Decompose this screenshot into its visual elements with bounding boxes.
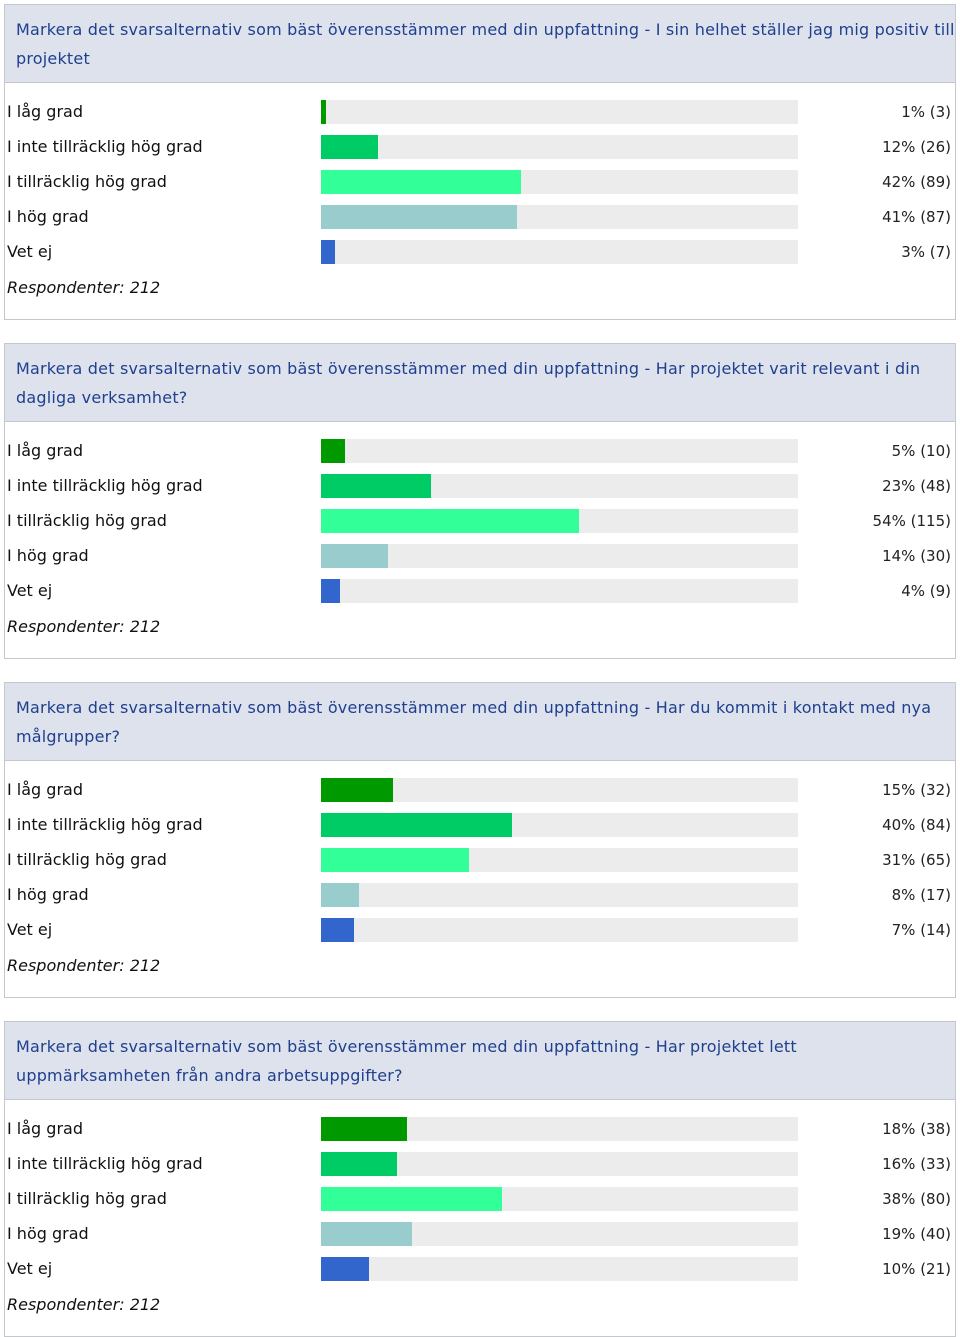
bar-track	[321, 135, 798, 159]
bar-track	[321, 813, 798, 837]
question-panel: Markera det svarsalternativ som bäst öve…	[4, 4, 956, 320]
question-title: Markera det svarsalternativ som bäst öve…	[16, 698, 932, 746]
respondents: Respondenter: 212	[7, 278, 161, 297]
category-label: I hög grad	[7, 546, 89, 565]
bar	[321, 1117, 407, 1141]
bar-track	[321, 170, 798, 194]
respondents: Respondenter: 212	[7, 956, 161, 975]
bar	[321, 439, 345, 463]
value-label: 14% (30)	[882, 547, 951, 565]
category-label: I tillräcklig hög grad	[7, 1189, 167, 1208]
bar-track	[321, 579, 798, 603]
bar-track	[321, 1152, 798, 1176]
bar-track	[321, 918, 798, 942]
category-label: Vet ej	[7, 1259, 53, 1278]
category-label: I inte tillräcklig hög grad	[7, 137, 203, 156]
value-label: 54% (115)	[872, 512, 951, 530]
value-label: 7% (14)	[891, 921, 951, 939]
question-header: Markera det svarsalternativ som bäst öve…	[5, 5, 955, 83]
category-label: Vet ej	[7, 242, 53, 261]
question-title: Markera det svarsalternativ som bäst öve…	[16, 359, 921, 407]
bar-track	[321, 205, 798, 229]
bar	[321, 1152, 398, 1176]
bar	[321, 579, 341, 603]
category-label: I låg grad	[7, 102, 83, 121]
category-label: I inte tillräcklig hög grad	[7, 815, 203, 834]
category-label: I låg grad	[7, 441, 83, 460]
category-label: I inte tillräcklig hög grad	[7, 476, 203, 495]
bar-track	[321, 439, 798, 463]
value-label: 12% (26)	[882, 138, 951, 156]
category-label: Vet ej	[7, 920, 53, 939]
value-label: 5% (10)	[891, 442, 951, 460]
bar-track	[321, 778, 798, 802]
value-label: 4% (9)	[901, 582, 951, 600]
question-panel: Markera det svarsalternativ som bäst öve…	[4, 343, 956, 659]
category-label: I hög grad	[7, 885, 89, 904]
category-label: I tillräcklig hög grad	[7, 511, 167, 530]
bar-track	[321, 1222, 798, 1246]
question-panel: Markera det svarsalternativ som bäst öve…	[4, 1021, 956, 1337]
bar	[321, 1222, 412, 1246]
category-label: I låg grad	[7, 1119, 83, 1138]
respondents: Respondenter: 212	[7, 1295, 161, 1314]
category-label: I tillräcklig hög grad	[7, 850, 167, 869]
question-header: Markera det svarsalternativ som bäst öve…	[5, 1022, 955, 1100]
question-panel: Markera det svarsalternativ som bäst öve…	[4, 682, 956, 998]
bar-track	[321, 544, 798, 568]
bar-track	[321, 1187, 798, 1211]
value-label: 8% (17)	[891, 886, 951, 904]
bar-track	[321, 474, 798, 498]
category-label: I inte tillräcklig hög grad	[7, 1154, 203, 1173]
value-label: 31% (65)	[882, 851, 951, 869]
category-label: Vet ej	[7, 581, 53, 600]
bar	[321, 848, 469, 872]
bar	[321, 474, 431, 498]
bar	[321, 135, 379, 159]
value-label: 40% (84)	[882, 816, 951, 834]
category-label: I tillräcklig hög grad	[7, 172, 167, 191]
bar-track	[321, 509, 798, 533]
value-label: 38% (80)	[882, 1190, 951, 1208]
bar	[321, 240, 336, 264]
bar-track	[321, 1117, 798, 1141]
question-title: Markera det svarsalternativ som bäst öve…	[16, 20, 955, 68]
bar	[321, 813, 512, 837]
value-label: 16% (33)	[882, 1155, 951, 1173]
respondents: Respondenter: 212	[7, 617, 161, 636]
value-label: 23% (48)	[882, 477, 951, 495]
bar	[321, 205, 517, 229]
bar	[321, 170, 522, 194]
value-label: 41% (87)	[882, 208, 951, 226]
bar	[321, 1187, 503, 1211]
question-header: Markera det svarsalternativ som bäst öve…	[5, 344, 955, 422]
value-label: 3% (7)	[901, 243, 951, 261]
question-header: Markera det svarsalternativ som bäst öve…	[5, 683, 955, 761]
bar	[321, 509, 579, 533]
bar-track	[321, 883, 798, 907]
value-label: 10% (21)	[882, 1260, 951, 1278]
bar-track	[321, 1257, 798, 1281]
value-label: 19% (40)	[882, 1225, 951, 1243]
bar	[321, 1257, 369, 1281]
bar-track	[321, 240, 798, 264]
value-label: 15% (32)	[882, 781, 951, 799]
bar	[321, 883, 360, 907]
category-label: I hög grad	[7, 1224, 89, 1243]
bar-track	[321, 848, 798, 872]
bar	[321, 100, 326, 124]
question-title: Markera det svarsalternativ som bäst öve…	[16, 1037, 797, 1085]
bar	[321, 544, 388, 568]
value-label: 42% (89)	[882, 173, 951, 191]
category-label: I hög grad	[7, 207, 89, 226]
category-label: I låg grad	[7, 780, 83, 799]
value-label: 1% (3)	[901, 103, 951, 121]
bar	[321, 778, 393, 802]
value-label: 18% (38)	[882, 1120, 951, 1138]
bar-track	[321, 100, 798, 124]
bar	[321, 918, 355, 942]
